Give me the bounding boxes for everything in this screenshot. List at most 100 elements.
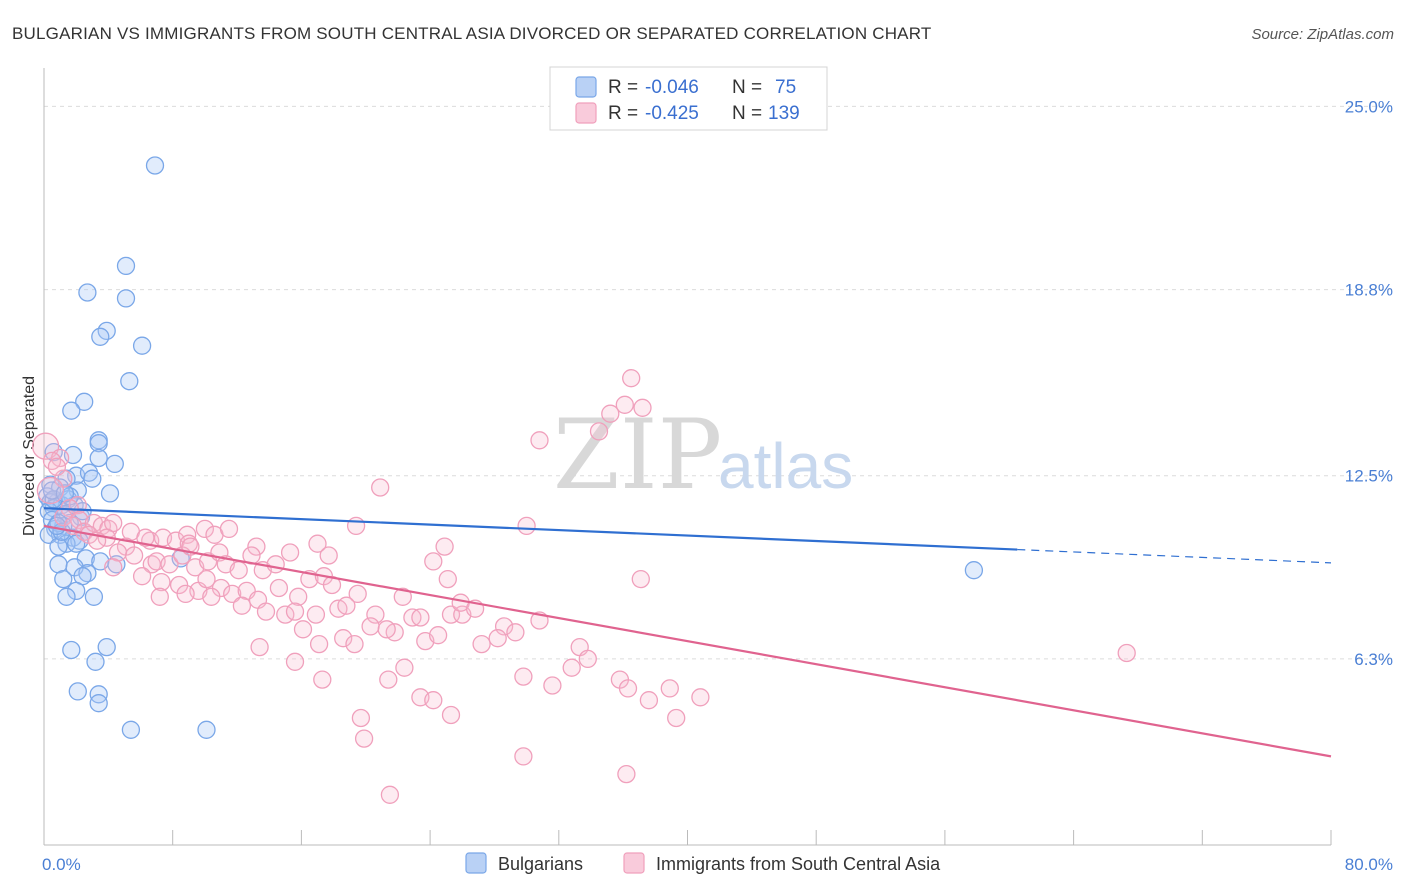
trend-line-bulgarians-extension (1017, 548, 1332, 564)
x-axis-ticks (43, 830, 1332, 845)
point-immigrants (617, 764, 636, 784)
point-immigrants (514, 667, 533, 686)
point-immigrants (618, 679, 638, 698)
point-immigrants (256, 602, 276, 621)
point-immigrants (132, 567, 152, 586)
point-bulgarians (84, 587, 104, 606)
y-tick-label: 25.0% (1345, 97, 1393, 116)
point-bulgarians (97, 637, 116, 657)
point-immigrants (667, 708, 686, 728)
point-bulgarians (68, 682, 87, 701)
point-immigrants (250, 637, 269, 657)
point-immigrants (601, 404, 620, 423)
point-bulgarians (89, 694, 108, 713)
point-immigrants (308, 534, 327, 553)
point-immigrants (293, 620, 313, 639)
point-immigrants (36, 476, 65, 505)
point-immigrants (232, 596, 252, 615)
point-bulgarians (54, 569, 73, 589)
point-bulgarians (86, 652, 105, 671)
gridlines (44, 105, 1392, 660)
point-immigrants (562, 658, 581, 677)
point-immigrants (219, 519, 239, 539)
point-immigrants (319, 546, 338, 565)
series-legend: Bulgarians Immigrants from South Central… (465, 852, 941, 874)
point-immigrants (589, 422, 609, 441)
point-immigrants (428, 626, 448, 645)
point-immigrants (639, 691, 659, 710)
point-immigrants (309, 634, 329, 654)
point-bulgarians (116, 289, 136, 308)
legend-swatch-immigrants (575, 102, 597, 124)
point-bulgarians (132, 336, 152, 355)
point-bulgarians (116, 256, 136, 276)
point-bulgarians (57, 587, 76, 606)
x-tick-label-min: 0.0% (42, 855, 81, 874)
point-bulgarians (78, 283, 97, 302)
point-immigrants (371, 478, 390, 497)
point-bulgarians (83, 469, 102, 488)
y-tick-label: 12.5% (1345, 467, 1393, 486)
point-bulgarians (91, 327, 110, 346)
point-immigrants (176, 584, 195, 604)
point-immigrants (104, 558, 123, 577)
legend-r-value-1: -0.425 (645, 103, 699, 124)
x-tick-label-max: 80.0% (1345, 855, 1393, 874)
trend-line-bulgarians (43, 507, 1018, 551)
point-immigrants (377, 620, 396, 639)
point-immigrants (438, 569, 457, 589)
point-immigrants (441, 705, 461, 725)
point-immigrants (285, 652, 305, 671)
watermark-zip: ZIP (553, 399, 722, 511)
point-immigrants (160, 555, 179, 574)
point-immigrants (202, 587, 221, 606)
legend-r-value-0: -0.046 (645, 77, 699, 98)
point-immigrants (150, 587, 169, 606)
point-bulgarians (120, 372, 139, 391)
point-immigrants (424, 691, 443, 710)
legend-n-label-0: N = (732, 77, 762, 98)
point-immigrants (506, 623, 525, 642)
point-bulgarians (62, 401, 81, 420)
legend-swatch-bulgarians (575, 76, 597, 98)
y-tick-label: 6.3% (1354, 650, 1393, 669)
watermark-atlas: atlas (718, 430, 853, 502)
stats-legend: R = -0.046 N = 75 R = -0.425 N = 139 (549, 66, 828, 131)
point-immigrants (223, 584, 242, 604)
point-immigrants (395, 658, 414, 677)
point-immigrants (530, 431, 549, 450)
point-immigrants (195, 519, 215, 539)
legend-n-value-1: 139 (768, 103, 800, 124)
bottom-legend-swatch-bulgarians (465, 852, 487, 874)
point-immigrants (285, 602, 305, 621)
point-immigrants (346, 516, 366, 536)
legend-r-label-0: R = (608, 77, 638, 98)
point-immigrants (615, 395, 634, 414)
point-immigrants (337, 596, 356, 615)
point-immigrants (334, 629, 353, 648)
trend-lines (43, 507, 1332, 758)
point-immigrants (517, 516, 536, 536)
bottom-legend-swatch-immigrants (623, 852, 645, 874)
point-bulgarians (197, 720, 216, 739)
point-immigrants (354, 729, 374, 748)
point-immigrants (266, 555, 285, 574)
point-immigrants (47, 457, 67, 476)
trend-line-immigrants (43, 524, 1332, 758)
point-immigrants (578, 649, 597, 669)
point-immigrants (345, 634, 364, 654)
chart-source: Source: ZipAtlas.com (1251, 26, 1394, 43)
point-immigrants (280, 543, 300, 562)
legend-n-value-0: 75 (775, 77, 796, 98)
point-bulgarians (145, 156, 165, 175)
chart-title: BULGARIAN VS IMMIGRANTS FROM SOUTH CENTR… (12, 24, 931, 43)
point-bulgarians (100, 484, 120, 503)
bottom-legend-label-bulgarians: Bulgarians (498, 854, 583, 874)
point-immigrants (514, 747, 533, 766)
y-tick-label: 18.8% (1345, 281, 1393, 300)
point-immigrants (543, 676, 562, 695)
bottom-legend-label-immigrants: Immigrants from South Central Asia (656, 854, 941, 874)
point-immigrants (313, 670, 332, 689)
point-immigrants (380, 785, 400, 804)
